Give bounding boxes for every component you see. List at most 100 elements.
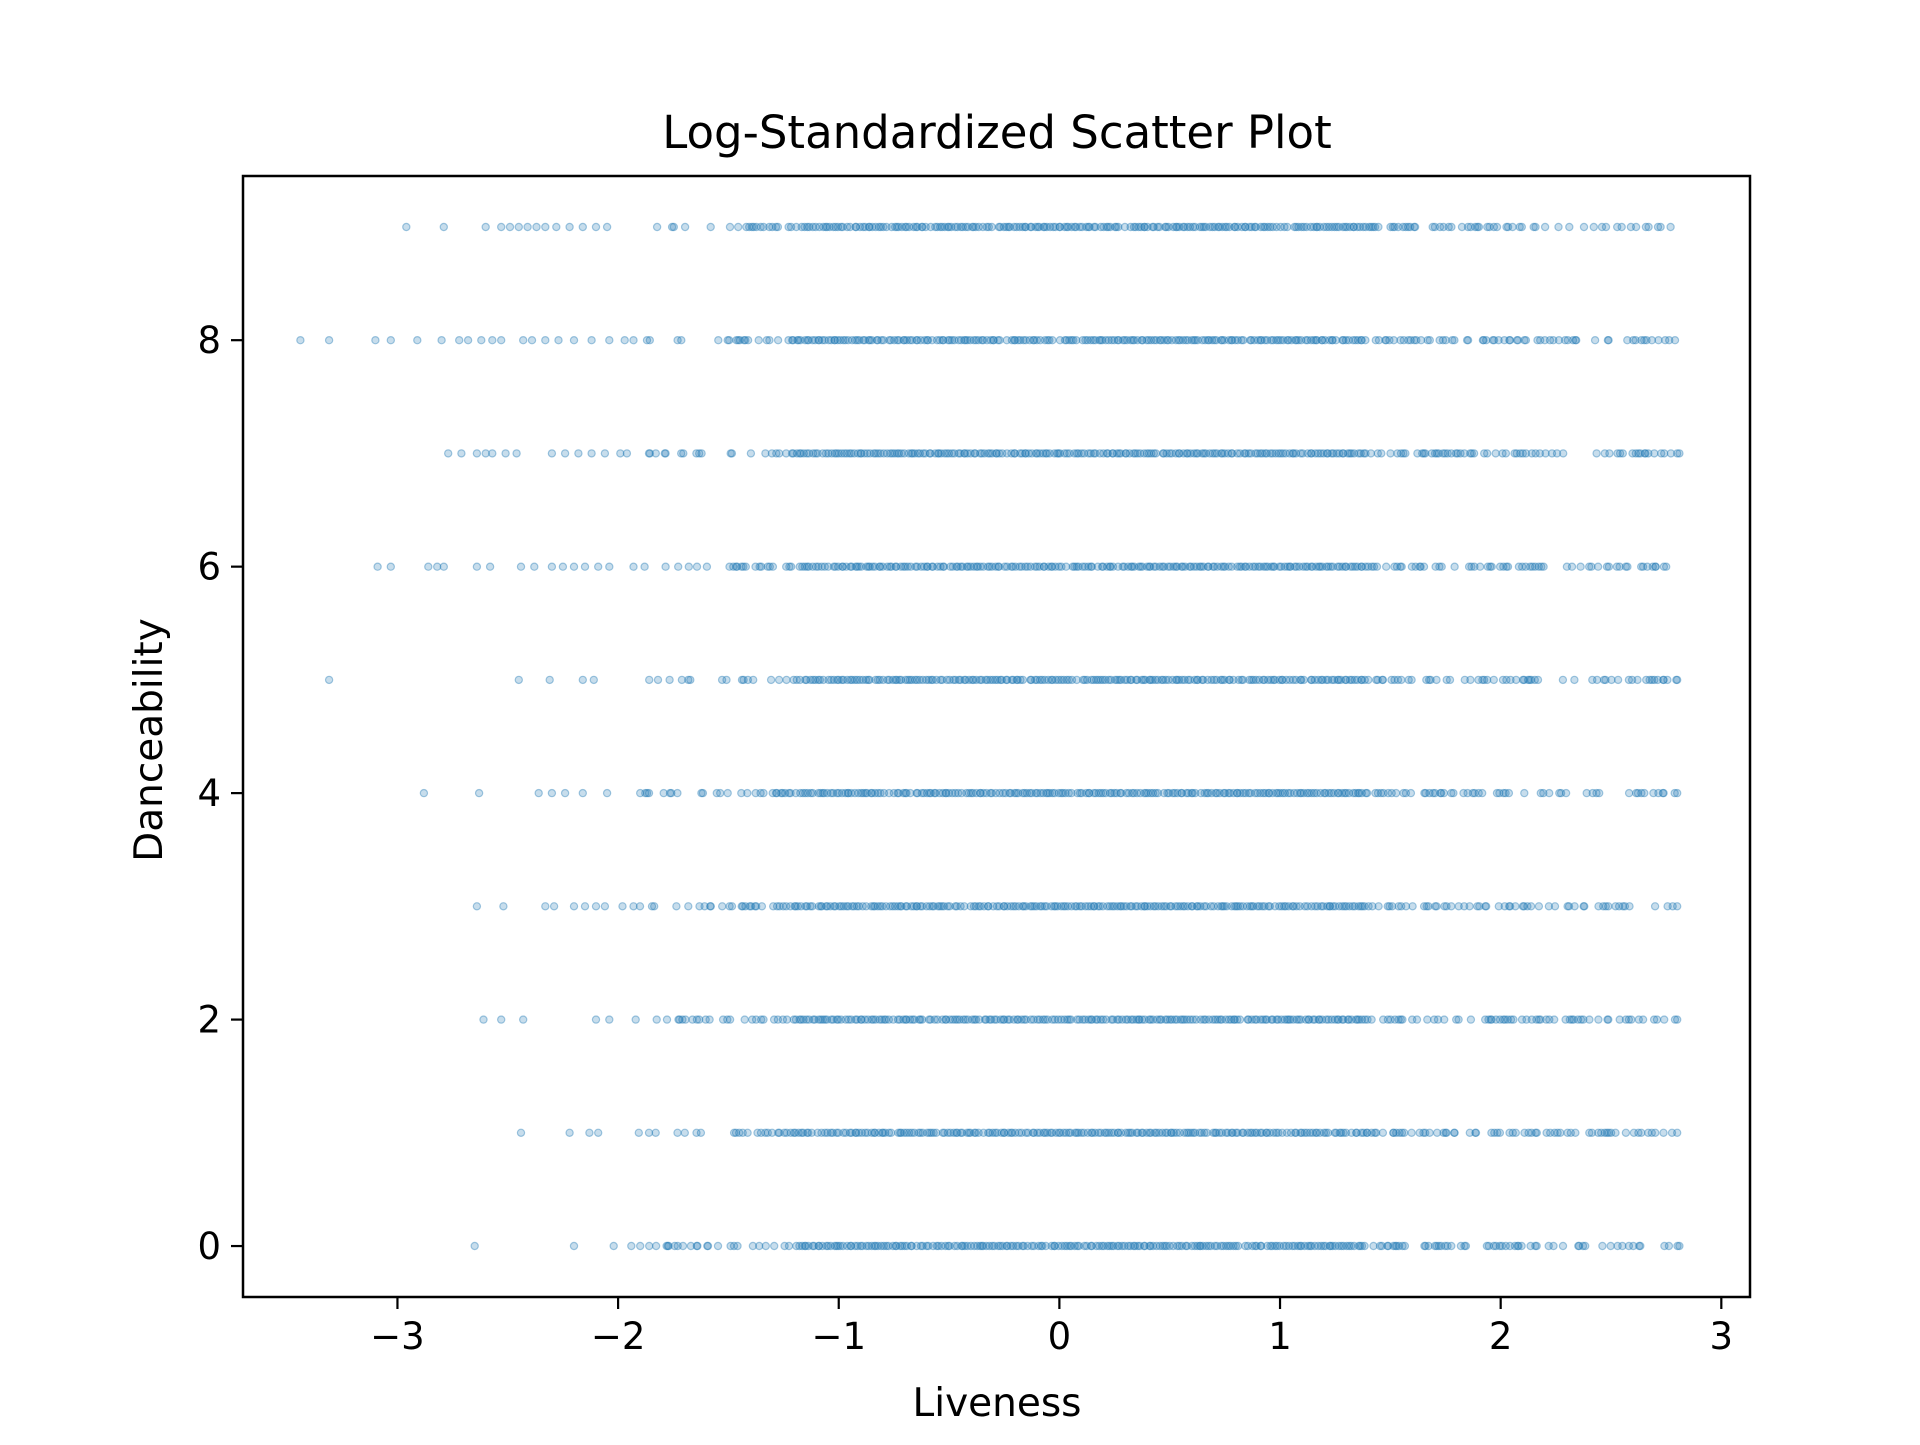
scatter-point — [1439, 1015, 1449, 1024]
scatter-point — [1554, 222, 1563, 232]
scatter-point — [1237, 336, 1246, 345]
scatter-point — [831, 222, 840, 232]
scatter-point — [1182, 449, 1192, 458]
scatter-point — [1200, 336, 1210, 345]
scatter-point — [957, 336, 966, 345]
scatter-point — [497, 1015, 506, 1024]
scatter-point — [1320, 336, 1330, 345]
scatter-point — [1114, 222, 1123, 232]
scatter-point — [1618, 449, 1628, 458]
scatter-point — [1210, 222, 1219, 232]
scatter-point — [857, 449, 866, 458]
scatter-point — [1617, 222, 1626, 232]
scatter-point — [1447, 222, 1456, 232]
scatter-point — [1623, 562, 1632, 571]
scatter-point — [1332, 449, 1341, 458]
scatter-point — [1223, 449, 1233, 458]
scatter-point — [984, 222, 994, 232]
scatter-point — [667, 222, 677, 232]
scatter-point — [1032, 336, 1042, 345]
scatter-point — [512, 449, 521, 458]
scatter-point — [882, 222, 891, 232]
scatter-point — [853, 449, 863, 458]
scatter-point — [1114, 336, 1123, 345]
scatter-point — [845, 449, 854, 458]
scatter-point — [1159, 449, 1169, 458]
scatter-point — [906, 562, 916, 571]
scatter-point — [821, 222, 830, 232]
scatter-point — [499, 902, 508, 911]
scatter-point — [605, 1015, 614, 1024]
scatter-point — [964, 562, 973, 571]
scatter-point — [936, 449, 946, 458]
scatter-point — [1445, 675, 1455, 685]
scatter-point — [1116, 449, 1125, 458]
scatter-point — [1212, 449, 1222, 458]
scatter-point — [1204, 336, 1214, 345]
scatter-point — [931, 449, 940, 458]
scatter-point — [1035, 336, 1045, 345]
scatter-point — [1343, 449, 1353, 458]
y-tick-label: 2 — [197, 999, 221, 1042]
scatter-point — [1299, 222, 1309, 232]
scatter-point — [1133, 449, 1142, 458]
scatter-point — [1294, 222, 1303, 232]
scatter-point — [1531, 449, 1540, 458]
scatter-point — [1428, 222, 1437, 232]
scatter-point — [552, 222, 561, 232]
scatter-point — [1613, 449, 1622, 458]
scatter-point — [919, 449, 928, 458]
scatter-point — [1594, 788, 1604, 798]
scatter-point — [1280, 222, 1289, 232]
scatter-point — [799, 449, 809, 458]
scatter-point — [856, 449, 865, 458]
scatter-point — [935, 336, 945, 345]
scatter-point — [851, 336, 860, 345]
scatter-point — [853, 336, 862, 345]
scatter-point — [1399, 449, 1408, 458]
scatter-point — [1652, 1015, 1662, 1024]
scatter-point — [580, 902, 590, 911]
scatter-point — [1040, 222, 1049, 232]
scatter-point — [1004, 222, 1013, 232]
scatter-point — [1129, 336, 1139, 345]
x-tick-label: 2 — [1489, 1315, 1513, 1358]
scatter-point — [979, 562, 988, 571]
scatter-point — [1189, 336, 1199, 345]
scatter-point — [1011, 562, 1020, 571]
scatter-point — [1329, 449, 1338, 458]
scatter-point — [942, 449, 952, 458]
scatter-point — [792, 222, 801, 232]
scatter-point — [1084, 222, 1093, 232]
scatter-point — [616, 449, 625, 458]
scatter-point — [873, 336, 882, 345]
scatter-point — [1592, 449, 1601, 458]
scatter-point — [1651, 1128, 1660, 1138]
scatter-point — [488, 336, 497, 345]
scatter-point — [1235, 449, 1245, 458]
scatter-point — [915, 449, 925, 458]
scatter-point — [970, 449, 979, 458]
scatter-point — [885, 336, 894, 345]
scatter-point — [818, 449, 827, 458]
scatter-point — [1590, 336, 1600, 345]
scatter-point — [1131, 222, 1140, 232]
scatter-point — [1218, 222, 1227, 232]
scatter-point — [1077, 222, 1087, 232]
scatter-point — [1136, 222, 1146, 232]
scatter-point — [983, 562, 993, 571]
scatter-point — [1167, 336, 1177, 345]
scatter-point — [1512, 336, 1522, 345]
scatter-point — [848, 336, 857, 345]
scatter-point — [904, 449, 914, 458]
scatter-point — [1032, 562, 1042, 571]
scatter-point — [1028, 336, 1038, 345]
scatter-point — [1306, 222, 1315, 232]
scatter-point — [1675, 1241, 1684, 1251]
scatter-point — [1239, 336, 1248, 345]
scatter-point — [1432, 902, 1441, 911]
scatter-point — [1403, 222, 1413, 232]
scatter-point — [1306, 449, 1316, 458]
scatter-point — [879, 336, 888, 345]
scatter-point — [1018, 222, 1027, 232]
